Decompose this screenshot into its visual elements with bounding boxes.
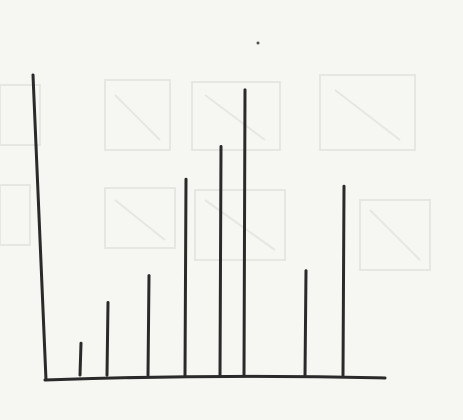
bar: [242, 88, 247, 377]
y-axis: [31, 73, 48, 382]
bar: [341, 184, 346, 377]
bar: [218, 145, 223, 377]
bar: [183, 177, 188, 377]
bar: [78, 341, 83, 377]
bar: [303, 269, 308, 377]
bar: [146, 274, 151, 377]
background-sketch: [0, 74, 431, 271]
x-axis: [43, 374, 387, 382]
bar: [105, 300, 110, 377]
sketch-dot: [256, 41, 260, 45]
